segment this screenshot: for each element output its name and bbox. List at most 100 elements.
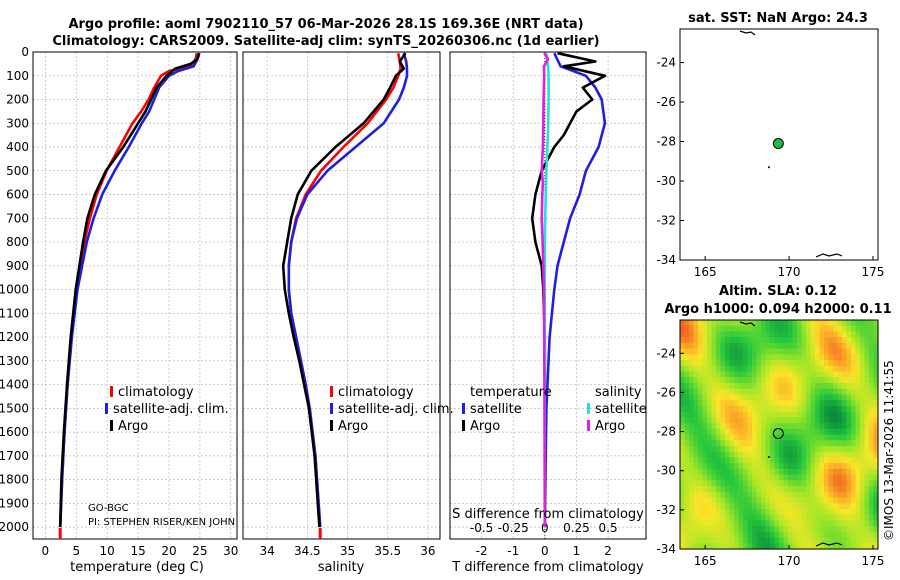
sla-cell	[698, 348, 704, 355]
sla-cell	[707, 468, 713, 476]
sla-cell	[797, 360, 803, 367]
sla-cell	[779, 497, 785, 504]
sla-cell	[779, 537, 785, 544]
sla-cell	[716, 468, 722, 476]
sla-cell	[729, 342, 735, 350]
sla-cell	[801, 503, 807, 510]
sla-cell	[828, 486, 834, 493]
sla-cell	[842, 428, 848, 436]
sla-cell	[680, 354, 686, 361]
sla-cell	[743, 486, 749, 493]
sla-cell	[806, 423, 812, 430]
sla-cell	[801, 394, 807, 401]
sla-cell	[743, 503, 749, 510]
sla-cell	[783, 468, 789, 476]
sla-cell	[833, 423, 839, 430]
sla-cell	[801, 423, 807, 430]
sla-cell	[824, 348, 830, 355]
sla-cell	[846, 543, 852, 550]
sla-cell	[846, 342, 852, 350]
sla-cell	[797, 365, 803, 373]
y-tick-label: 1400	[0, 378, 29, 392]
sla-cell	[711, 451, 717, 458]
sla-cell	[873, 382, 879, 390]
sla-cell	[770, 451, 776, 458]
sla-cell	[725, 440, 731, 447]
sla-cell	[689, 337, 695, 344]
sla-cell	[869, 497, 875, 504]
sla-cell	[680, 382, 686, 390]
sla-cell	[752, 537, 758, 544]
sla-cell	[788, 503, 794, 510]
sla-cell	[720, 354, 726, 361]
sla-cell	[788, 457, 794, 464]
sla-cell	[783, 394, 789, 401]
sla-cell	[716, 526, 722, 533]
sla-cell	[801, 531, 807, 539]
sla-cell	[837, 526, 843, 533]
sla-cell	[806, 445, 812, 453]
sla-cell	[824, 474, 830, 481]
sla-cell	[693, 514, 699, 521]
series-line-argo	[281, 52, 407, 528]
sla-cell	[716, 337, 722, 344]
sla-cell	[873, 325, 879, 333]
sla-cell	[792, 434, 798, 441]
sla-cell	[725, 331, 731, 338]
sla-cell	[846, 428, 852, 436]
sla-cell	[815, 445, 821, 453]
sla-cell	[864, 508, 870, 516]
sla-cell	[738, 508, 744, 516]
sla-cell	[842, 451, 848, 458]
sla-cell	[860, 360, 866, 367]
sla-cell	[761, 451, 767, 458]
sla-cell	[801, 463, 807, 470]
sla-cell	[734, 377, 740, 384]
sla-cell	[702, 417, 708, 424]
sla-cell	[801, 457, 807, 464]
sla-cell	[747, 531, 753, 539]
sla-cell	[864, 463, 870, 470]
sla-cell	[711, 474, 717, 481]
sla-cell	[819, 491, 825, 499]
sla-cell	[684, 480, 690, 487]
sla-cell	[725, 520, 731, 527]
sla-cell	[689, 382, 695, 390]
sla-cell	[729, 388, 735, 396]
sla-cell	[720, 520, 726, 527]
sla-cell	[779, 463, 785, 470]
sla-cell	[873, 354, 879, 361]
sla-cell	[756, 342, 762, 350]
sla-cell	[698, 531, 704, 539]
sla-cell	[698, 405, 704, 413]
sla-cell	[828, 348, 834, 355]
sla-cell	[716, 405, 722, 413]
sla-cell	[801, 371, 807, 378]
sla-cell	[873, 331, 879, 338]
sla-cell	[734, 451, 740, 458]
sla-cell	[707, 394, 713, 401]
sla-cell	[774, 480, 780, 487]
sla-cell	[725, 451, 731, 458]
sla-cell	[828, 365, 834, 373]
sla-cell	[806, 400, 812, 407]
sla-cell	[743, 520, 749, 527]
legend-swatch-t-satellite	[462, 403, 465, 414]
sla-cell	[815, 486, 821, 493]
sla-cell	[689, 394, 695, 401]
sla-cell	[765, 503, 771, 510]
sla-cell	[711, 440, 717, 447]
sla-cell	[689, 400, 695, 407]
sla-cell	[860, 405, 866, 413]
y-tick-label: -32	[656, 503, 676, 517]
sla-cell	[684, 463, 690, 470]
sla-cell	[747, 365, 753, 373]
sla-cell	[729, 451, 735, 458]
sla-cell	[702, 348, 708, 355]
sla-cell	[747, 468, 753, 476]
sla-cell	[761, 325, 767, 333]
sla-cell	[725, 320, 731, 327]
sla-cell	[788, 480, 794, 487]
sla-cell	[810, 491, 816, 499]
sla-cell	[833, 331, 839, 338]
